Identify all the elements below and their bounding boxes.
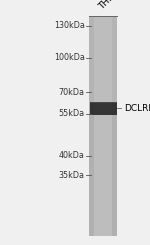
Bar bbox=[90, 102, 117, 115]
Text: THP-1: THP-1 bbox=[97, 0, 122, 11]
Text: 35kDa: 35kDa bbox=[59, 171, 85, 180]
Text: 40kDa: 40kDa bbox=[59, 151, 85, 160]
Text: 100kDa: 100kDa bbox=[54, 53, 85, 62]
Text: 55kDa: 55kDa bbox=[59, 110, 85, 118]
Bar bbox=[89, 16, 117, 102]
Text: DCLRE1B: DCLRE1B bbox=[124, 104, 150, 113]
Bar bbox=[89, 16, 117, 236]
Bar bbox=[94, 16, 112, 236]
Text: 130kDa: 130kDa bbox=[54, 21, 85, 30]
Text: 70kDa: 70kDa bbox=[59, 88, 85, 97]
Bar bbox=[90, 102, 117, 103]
